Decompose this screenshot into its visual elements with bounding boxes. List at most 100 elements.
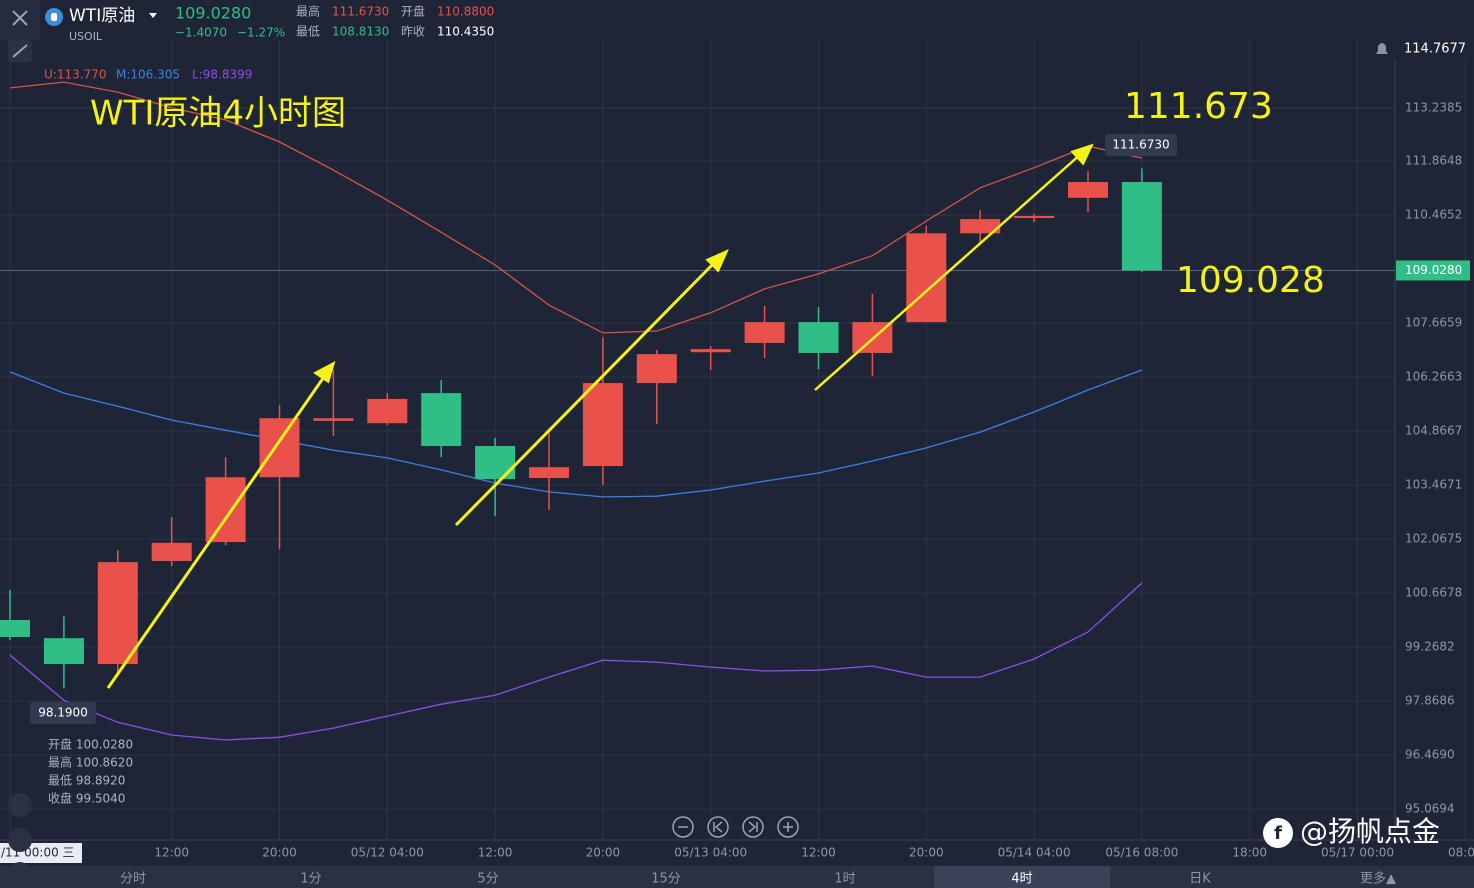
y-tick-label: 107.6659 — [1405, 316, 1462, 330]
min-marker: 98.1900 — [38, 706, 88, 720]
tab[interactable]: 日K — [1189, 872, 1211, 887]
candle-body — [798, 322, 839, 353]
tab-active-bg — [934, 866, 1110, 888]
candle-body — [313, 418, 354, 421]
y-tick-label: 111.8648 — [1405, 153, 1462, 167]
candle-body — [1068, 182, 1108, 198]
indicator-line — [9, 81, 1143, 334]
icon — [713, 821, 723, 833]
close-icon — [12, 10, 28, 26]
close-button[interactable] — [0, 0, 40, 40]
tab[interactable]: 1时 — [834, 872, 855, 887]
annotation: 111.673 — [1124, 86, 1273, 127]
candle-body — [960, 219, 1001, 234]
x-tick-label: 20:00 — [909, 846, 944, 860]
arrow — [106, 373, 328, 689]
tab[interactable]: 5分 — [477, 872, 498, 887]
x-tick-label: 20:00 — [262, 846, 297, 860]
stat-label: 最低 — [296, 25, 320, 39]
x-tick-label: 12:00 — [478, 846, 513, 860]
tab[interactable]: 15分 — [651, 872, 681, 887]
alert-box[interactable] — [1372, 38, 1472, 60]
x-tick-label: 12:00 — [801, 846, 836, 860]
icon — [748, 821, 758, 833]
zoom-controls — [672, 816, 799, 838]
arrow-head — [1070, 143, 1094, 166]
candle-body — [582, 383, 623, 467]
stat-label: 最高 — [296, 4, 320, 19]
stat-value: 110.4350 — [437, 25, 494, 39]
stat-label: 昨收 — [401, 25, 425, 39]
tab-bar — [0, 866, 1474, 888]
info-line: 收盘 99.5040 — [48, 791, 125, 806]
dropdown-icon[interactable] — [149, 13, 157, 18]
stat-value: 111.6730 — [332, 5, 389, 19]
legend-entry: U:113.770 — [44, 68, 106, 82]
candle-body — [259, 418, 300, 478]
tab[interactable]: 1分 — [300, 872, 321, 887]
x-tick-label: 05/14 04:00 — [998, 846, 1071, 860]
watermark-logo-letter: f — [1274, 823, 1282, 844]
last-price-tag — [1396, 260, 1470, 281]
legend-entry: L:98.8399 — [192, 68, 252, 82]
candle-body — [43, 638, 84, 665]
x-tick-label: 20:00 — [586, 846, 621, 860]
symbol-icon-inner — [51, 13, 57, 21]
symbol-name[interactable]: WTI原油 — [69, 6, 135, 26]
arrow — [454, 258, 719, 527]
candle-body — [97, 562, 138, 665]
icon — [783, 822, 793, 832]
x-tick-label: 18:00 — [1232, 846, 1267, 860]
info-line: 最低 98.8920 — [48, 774, 125, 788]
candle-body — [529, 467, 569, 479]
y-tick-label: 106.2663 — [1405, 370, 1462, 384]
x-tick-label: 05/17 00:00 — [1321, 846, 1394, 860]
tool-button[interactable] — [8, 793, 32, 817]
stat-value: 108.8130 — [332, 25, 389, 39]
indicator-line — [9, 582, 1143, 741]
plot — [0, 81, 1395, 741]
go-start[interactable] — [707, 816, 729, 838]
y-tick-label: 100.6678 — [1405, 586, 1462, 600]
bell-icon — [1376, 43, 1388, 54]
y-tick-label: 97.8686 — [1405, 694, 1455, 708]
tool-button[interactable] — [8, 828, 32, 852]
tab[interactable]: 4时 — [1011, 872, 1032, 887]
symbol-code: USOIL — [69, 30, 103, 43]
arrow — [814, 152, 1083, 391]
y-tick-label: 104.8667 — [1405, 424, 1462, 438]
y-tick-label: 113.2385 — [1405, 100, 1462, 114]
y-tick-label: 95.0694 — [1405, 802, 1455, 816]
y-tick-label: 103.4671 — [1405, 478, 1462, 492]
candle-body — [205, 477, 246, 543]
y-axis: 113.2385 111.8648 110.4652 107.6659 106.2663… — [1396, 100, 1470, 816]
zoom-in[interactable] — [777, 816, 799, 838]
legend-entry: M:106.305 — [116, 68, 180, 82]
alert-price: 114.7677 — [1404, 42, 1466, 57]
x-tick-label: 12:00 — [154, 846, 189, 860]
tab[interactable]: 分时 — [120, 872, 146, 887]
stat-label: 开盘 — [401, 4, 425, 19]
stat-value: 110.8800 — [437, 5, 494, 19]
x-tick-label: 05/13 04:00 — [674, 846, 747, 860]
indicator-line — [9, 369, 1143, 498]
min-marker-box — [30, 702, 96, 724]
x-tick-label: 08:00 — [1448, 846, 1474, 860]
arrow-head — [705, 249, 729, 273]
candle-body — [0, 620, 30, 638]
candle-body — [421, 393, 462, 446]
candle-body — [475, 445, 516, 480]
tool-icon — [12, 44, 28, 58]
max-marker-box — [1105, 134, 1177, 156]
annotation: 109.028 — [1176, 260, 1325, 301]
y-tick-label: 110.4652 — [1405, 208, 1462, 222]
tab[interactable]: 更多▲ — [1360, 871, 1396, 887]
zoom-out[interactable] — [672, 816, 694, 838]
x-tick-label: 05/16 08:00 — [1105, 846, 1178, 860]
watermark-logo — [1263, 818, 1293, 848]
go-end[interactable] — [742, 816, 764, 838]
candle-body — [744, 322, 785, 343]
